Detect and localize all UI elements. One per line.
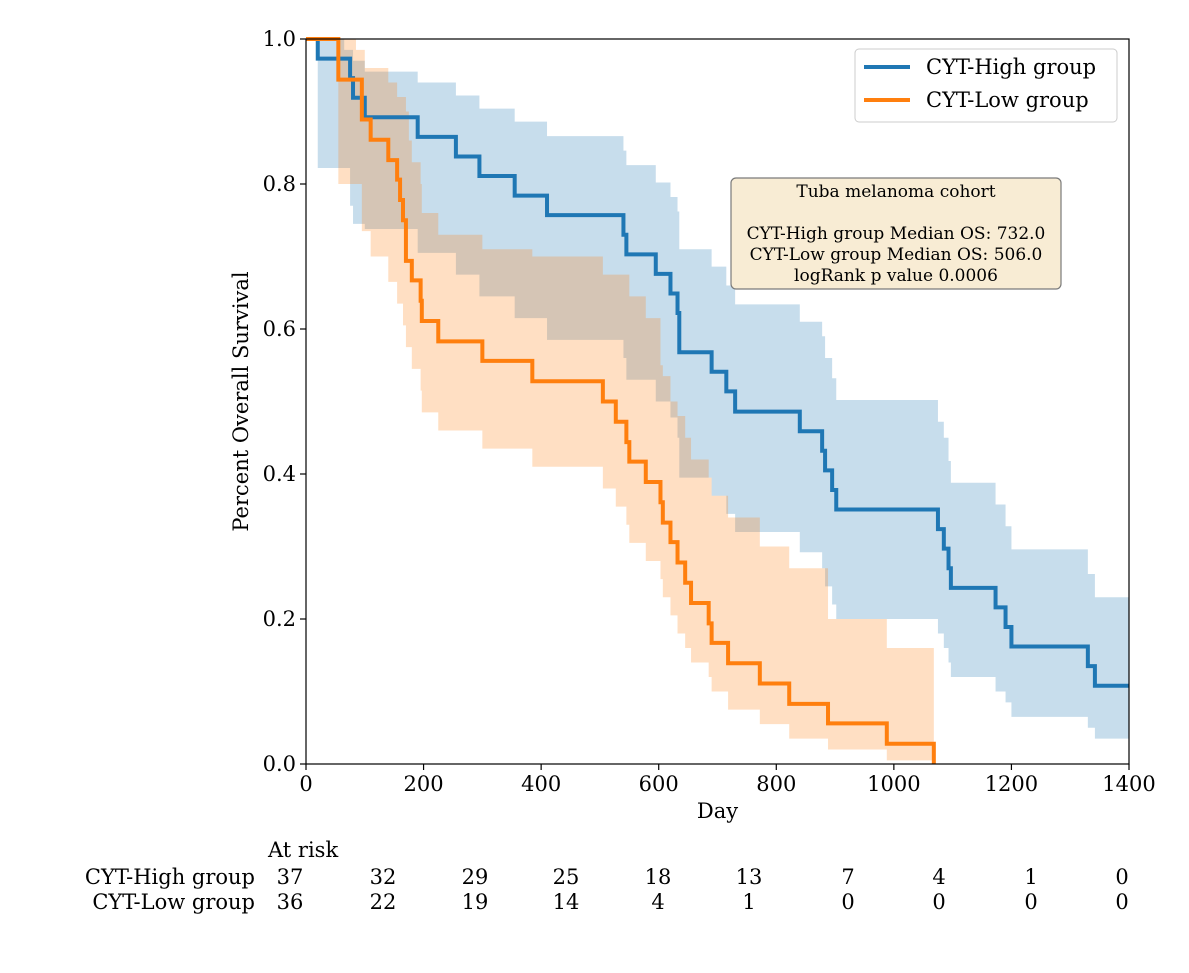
annotation-line: CYT-Low group Median OS: 506.0 xyxy=(750,245,1043,265)
legend-label-cyt-high: CYT-High group xyxy=(926,55,1096,79)
x-tick-label: 1400 xyxy=(1102,772,1155,796)
at-risk-value: 19 xyxy=(462,890,489,914)
ci-band-cyt-high xyxy=(306,39,1129,739)
annotation-background xyxy=(730,177,1062,290)
at-risk-value: 0 xyxy=(1024,890,1037,914)
x-axis-label: Day xyxy=(697,799,738,823)
at-risk-value: 14 xyxy=(553,890,580,914)
at-risk-value: 22 xyxy=(370,890,397,914)
annotation-line: Tuba melanoma cohort xyxy=(796,182,995,202)
y-tick-label: 0.0 xyxy=(263,752,296,776)
series-line-cyt-high xyxy=(306,37,1129,688)
at-risk-value: 1 xyxy=(1024,865,1037,889)
axis-ticks: 0 200 400 600 800 1000 1200 1400 0.0 0.2 0.4 0.6 0.8… xyxy=(263,27,1156,796)
legend: CYT-High group CYT-Low group xyxy=(854,48,1118,123)
at-risk-value: 36 xyxy=(277,890,304,914)
annotation-line: CYT-High group Median OS: 732.0 xyxy=(747,224,1046,244)
y-tick-label: 0.4 xyxy=(263,462,296,486)
at-risk-value: 4 xyxy=(651,890,664,914)
x-tick-label: 800 xyxy=(756,772,796,796)
y-tick-label: 0.8 xyxy=(263,172,296,196)
at-risk-value: 0 xyxy=(841,890,854,914)
at-risk-values: 37 32 29 25 18 13 7 4 1 036 22 19 14 4 1 0 0 0 0 xyxy=(277,865,1129,914)
x-tick-label: 1200 xyxy=(985,772,1038,796)
plot-frame xyxy=(305,38,1130,765)
x-tick-label: 200 xyxy=(404,772,444,796)
x-tick-label: 600 xyxy=(639,772,679,796)
at-risk-value: 0 xyxy=(1115,865,1128,889)
at-risk-value: 0 xyxy=(1115,890,1128,914)
confidence-bands xyxy=(306,39,1129,764)
at-risk-value: 7 xyxy=(841,865,854,889)
y-tick-label: 1.0 xyxy=(263,27,296,51)
at-risk-value: 4 xyxy=(932,865,945,889)
legend-label-cyt-low: CYT-Low group xyxy=(926,88,1089,112)
at-risk-value: 25 xyxy=(553,865,580,889)
at-risk-row-label: CYT-Low group xyxy=(92,890,255,914)
at-risk-value: 32 xyxy=(370,865,397,889)
at-risk-title: At risk xyxy=(267,838,338,862)
annotation-box: Tuba melanoma cohort CYT-High group Medi… xyxy=(730,177,1062,290)
legend-box xyxy=(854,48,1118,123)
y-tick-label: 0.2 xyxy=(263,607,296,631)
x-tick-label: 0 xyxy=(299,772,312,796)
ci-band-cyt-low xyxy=(306,39,934,764)
annotation-line: logRank p value 0.0006 xyxy=(794,266,998,286)
at-risk-value: 18 xyxy=(645,865,672,889)
at-risk-value: 0 xyxy=(932,890,945,914)
at-risk-row-label: CYT-High group xyxy=(85,865,255,889)
survival-curves xyxy=(306,37,1129,764)
at-risk-value: 37 xyxy=(277,865,304,889)
at-risk-value: 29 xyxy=(462,865,489,889)
at-risk-value: 13 xyxy=(736,865,763,889)
at-risk-table: At risk CYT-High group CYT-Low group 37 3… xyxy=(85,838,1129,914)
y-tick-label: 0.6 xyxy=(263,317,296,341)
at-risk-value: 1 xyxy=(742,890,755,914)
x-tick-label: 400 xyxy=(521,772,561,796)
y-axis-label: Percent Overall Survival xyxy=(229,271,253,532)
x-tick-label: 1000 xyxy=(867,772,920,796)
series-line-cyt-low xyxy=(306,37,936,764)
